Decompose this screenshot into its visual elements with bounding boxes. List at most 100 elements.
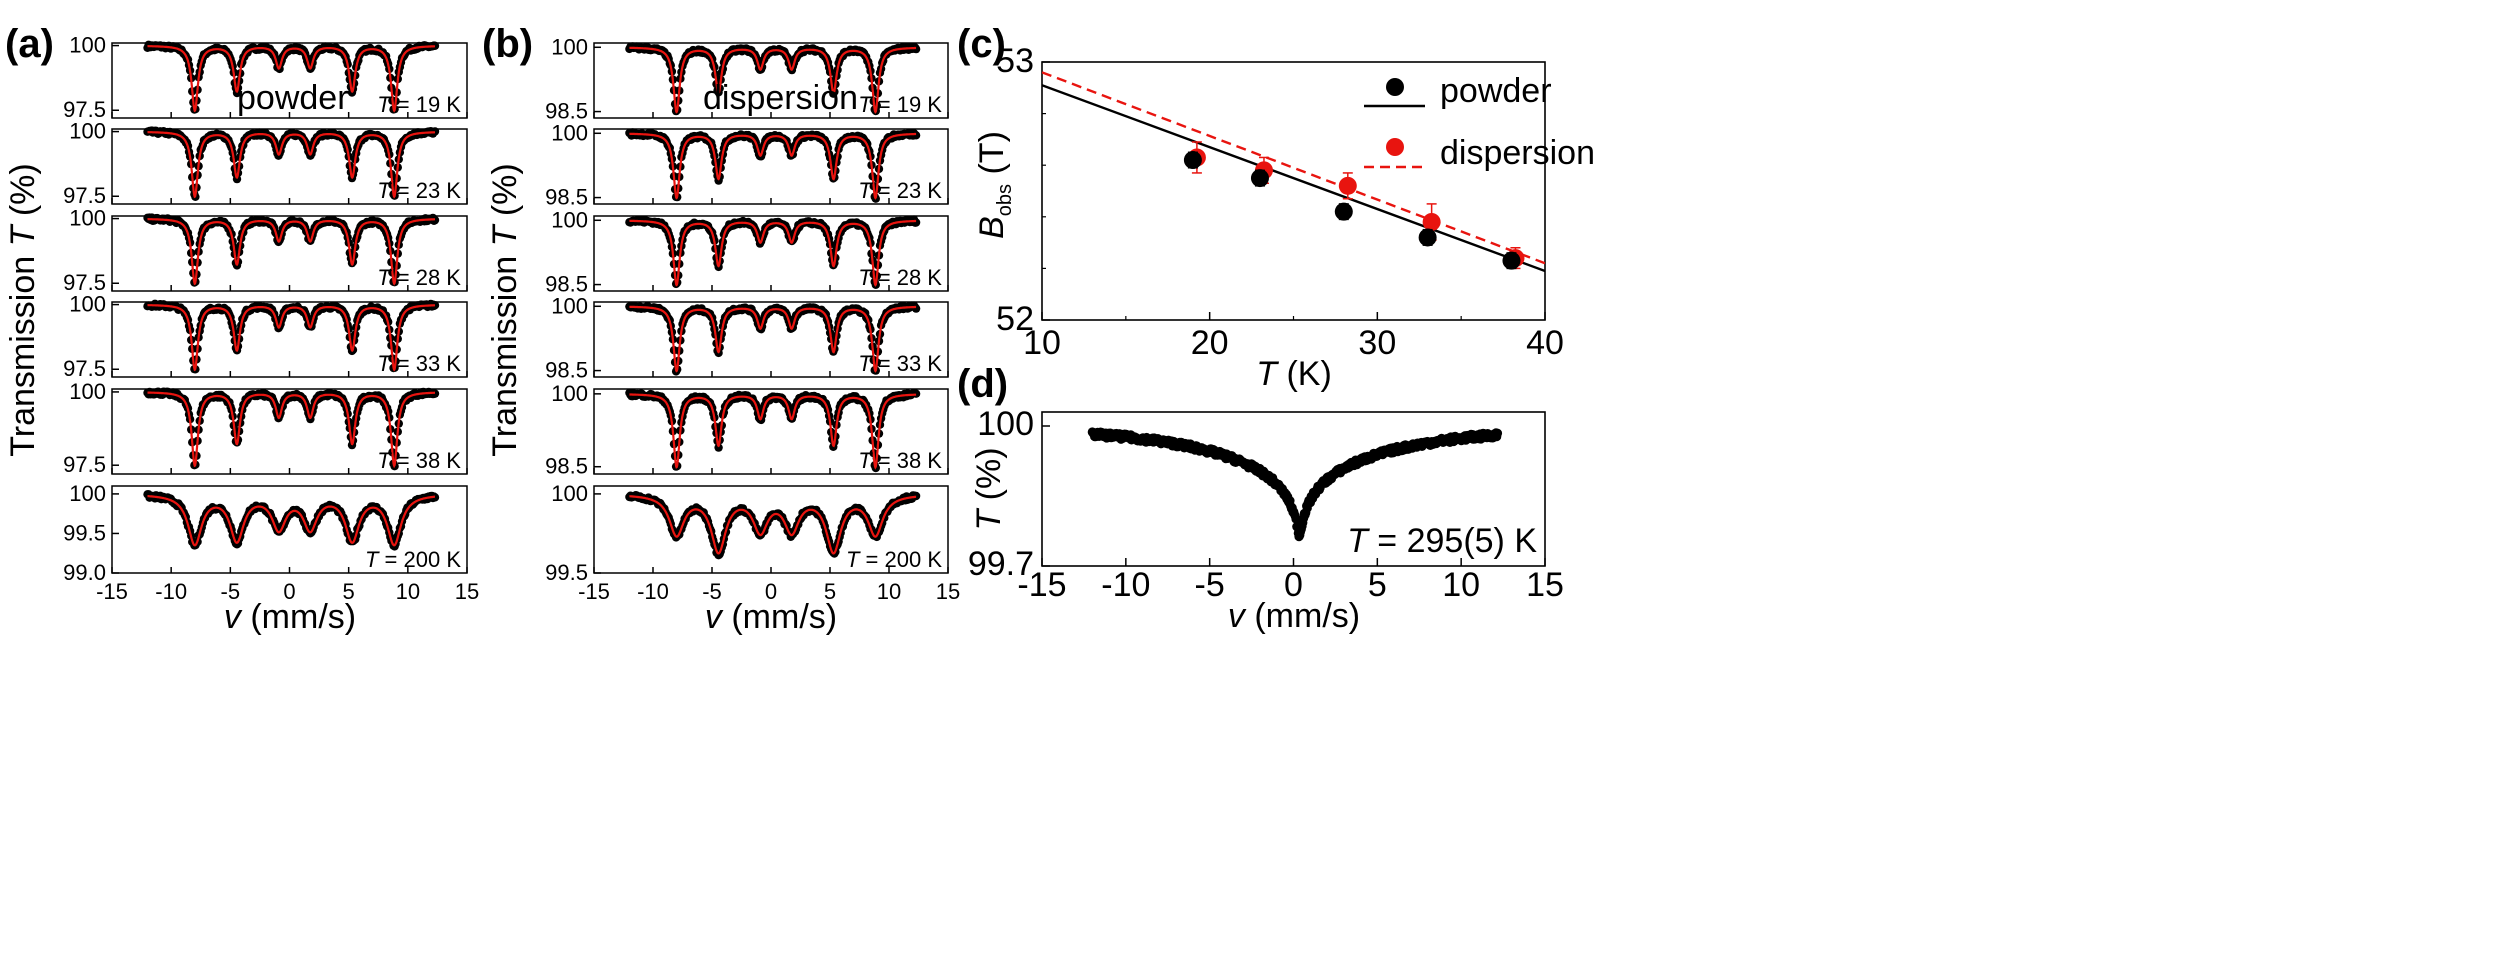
temperature-label: T = 23 K [377,178,461,203]
spectrum-28K: 100 98.5 T = 28 K [545,207,949,297]
y-tick-label: 98.5 [545,454,588,479]
y-tick-label: 98.5 [545,272,588,297]
data-point [1291,514,1301,524]
y-tick-label: 100 [551,207,588,232]
x-tick-label: 10 [1442,566,1480,604]
x-tick-label: 0 [1284,566,1303,604]
x-tick-label: -15 [1017,566,1066,604]
data-point [1338,176,1357,195]
x-tick-label: -5 [1195,566,1225,604]
y-tick-label: 97.5 [63,270,106,295]
spectrum-28K: 100 97.5 T = 28 K [63,206,468,295]
y-axis-label: Transmission T (%) [4,163,42,456]
y-tick-label: 97.5 [63,356,106,381]
temperature-label: T = 200 K [365,547,461,572]
temperature-label: T = 19 K [858,92,942,117]
y-axis-label: T (%) [970,447,1008,530]
x-axis-label: v (mm/s) [224,598,356,636]
temperature-label: T = 28 K [858,265,942,290]
panel-d: (d) -15 -10 -5 0 5 10 15 100 99.7 T = 295(5) K v (m… [957,362,1564,635]
fit-curve [147,218,435,286]
panel-label: (c) [957,22,1006,66]
x-tick-label: 0 [283,579,295,604]
y-tick-label: 100 [551,34,588,59]
fit-curve [147,304,435,372]
y-tick-label: 100 [69,481,106,506]
spectrum-23K: 100 98.5 T = 23 K [545,120,949,210]
y-tick-label: 97.5 [63,97,106,122]
panel-label: (a) [5,22,54,66]
data-point [1250,169,1269,188]
x-tick-label: 20 [1191,324,1229,362]
x-axis-label: v (mm/s) [705,598,837,636]
fit-curve [147,45,435,113]
temperature-label: T = 23 K [858,178,942,203]
fit-curve [629,305,917,373]
y-tick-label: 99.0 [63,560,106,585]
x-tick-label: 15 [1526,566,1564,604]
legend-marker-powder [1386,78,1404,96]
x-tick-label: 10 [877,579,901,604]
temperature-label: T = 28 K [377,265,461,290]
powder-fit-line [1042,84,1545,273]
y-tick-label: 99.5 [63,520,106,545]
y-tick-label: 52 [996,300,1034,338]
y-tick-label: 100 [551,381,588,406]
x-tick-label: -15 [96,579,128,604]
x-tick-label: 40 [1526,324,1564,362]
fit-curve [147,131,435,199]
y-axis-label: Bobs (T) [973,131,1016,239]
data-point [1502,251,1521,270]
spectrum-38K: 100 98.5 T = 38 K [545,381,949,479]
powder-series [1183,151,1521,270]
data-points [1087,427,1503,542]
y-tick-label: 98.5 [545,99,588,124]
y-tick-label: 100 [551,293,588,318]
x-tick-label: -15 [578,579,610,604]
x-tick-label: -10 [155,579,187,604]
y-tick-label: 97.5 [63,452,106,477]
fit-curve [629,132,917,200]
x-tick-label: -10 [637,579,669,604]
temperature-label: T = 19 K [377,92,461,117]
x-tick-label: 5 [1368,566,1387,604]
spectrum-200K: 100 99.5 T = 200 K [545,481,949,585]
sample-annotation: powder [237,79,349,117]
panel-c: (c) 10 20 30 40 52 53 powder dispersion T (K) Bobs… [957,22,1595,393]
data-point [1183,151,1202,170]
fit-curve [629,495,917,555]
x-tick-label: -5 [221,579,241,604]
x-tick-label: 5 [343,579,355,604]
y-tick-label: 100 [69,379,106,404]
y-tick-label: 100 [69,33,106,58]
y-tick-label: 99.7 [968,545,1034,583]
legend-label-dispersion: dispersion [1440,134,1595,172]
y-tick-label: 53 [996,42,1034,80]
x-tick-label: -5 [702,579,722,604]
panel-label: (b) [482,22,533,66]
data-point [1422,212,1441,231]
data-point [911,131,921,140]
temperature-label: T = 200 K [846,547,942,572]
y-tick-label: 100 [69,206,106,231]
data-point [911,218,921,227]
y-tick-label: 98.5 [545,185,588,210]
x-axis-label: v (mm/s) [1228,597,1360,635]
temperature-label: T = 38 K [377,448,461,473]
spectrum-38K: 100 97.5 T = 38 K [63,379,468,477]
sample-annotation: dispersion [703,79,858,117]
spectrum-200K: 100 99.5 99.0 T = 200 K [63,481,468,585]
temperature-label: T = 38 K [858,448,942,473]
legend: powder dispersion [1364,72,1595,172]
y-axis-label: Transmission T (%) [486,163,524,456]
fit-curve [147,495,435,547]
data-point [911,304,921,313]
x-tick-label: 10 [1023,324,1061,362]
x-tick-label: -10 [1101,566,1150,604]
temperature-label: T = 33 K [858,351,942,376]
fit-curve [147,391,435,469]
y-tick-label: 98.5 [545,358,588,383]
x-tick-label: 15 [936,579,960,604]
legend-marker-dispersion [1386,138,1404,156]
